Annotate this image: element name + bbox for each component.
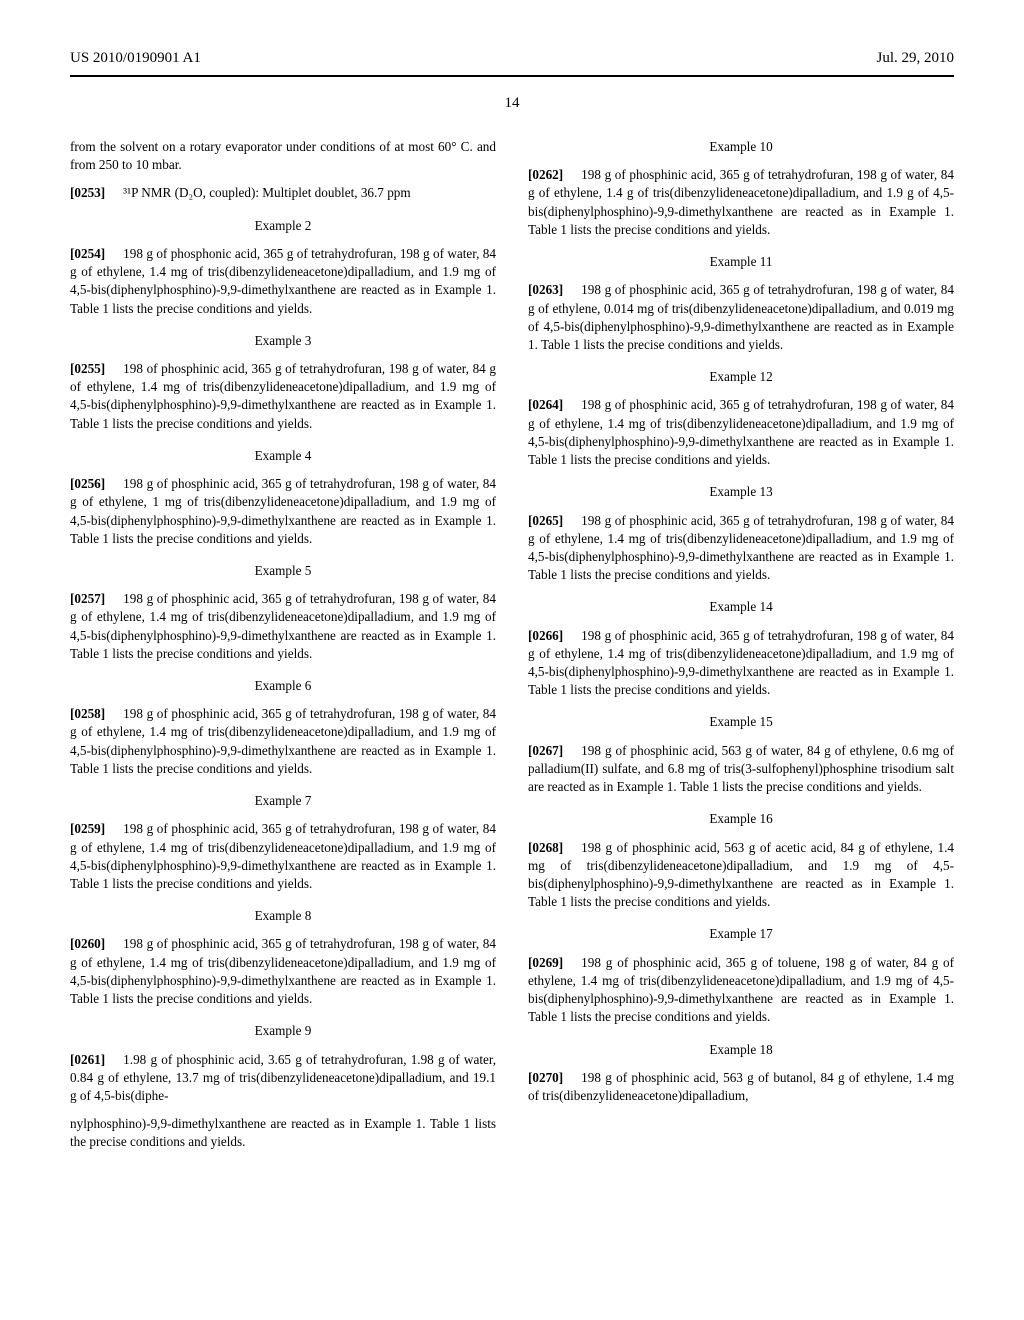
- body-text: 1.98 g of phosphinic acid, 3.65 g of tet…: [70, 1052, 496, 1103]
- para-number: [0253]: [70, 185, 105, 200]
- para-number: [0266]: [528, 628, 563, 643]
- body-text: 198 g of phosphinic acid, 365 g of tetra…: [528, 513, 954, 583]
- paragraph: [0256]198 g of phosphinic acid, 365 g of…: [70, 475, 496, 548]
- example-heading: Example 14: [528, 598, 954, 616]
- example-heading: Example 12: [528, 368, 954, 386]
- paragraph: from the solvent on a rotary evaporator …: [70, 138, 496, 174]
- paragraph: [0264]198 g of phosphinic acid, 365 g of…: [528, 396, 954, 469]
- paragraph: [0265]198 g of phosphinic acid, 365 g of…: [528, 512, 954, 585]
- header-rule: [70, 75, 954, 77]
- example-heading: Example 4: [70, 447, 496, 465]
- example-heading: Example 5: [70, 562, 496, 580]
- paragraph: [0267]198 g of phosphinic acid, 563 g of…: [528, 742, 954, 797]
- example-heading: Example 18: [528, 1041, 954, 1059]
- para-number: [0263]: [528, 282, 563, 297]
- para-number: [0265]: [528, 513, 563, 528]
- example-heading: Example 11: [528, 253, 954, 271]
- paragraph: [0268]198 g of phosphinic acid, 563 g of…: [528, 839, 954, 912]
- body-text: 198 g of phosphinic acid, 365 g of tolue…: [528, 955, 954, 1025]
- example-heading: Example 16: [528, 810, 954, 828]
- para-number: [0254]: [70, 246, 105, 261]
- example-heading: Example 9: [70, 1022, 496, 1040]
- paragraph: [0262]198 g of phosphinic acid, 365 g of…: [528, 166, 954, 239]
- body-text: 198 g of phosphinic acid, 563 g of aceti…: [528, 840, 954, 910]
- body-text: ³¹P NMR (D₂O, coupled): Multiplet double…: [123, 185, 410, 200]
- example-heading: Example 8: [70, 907, 496, 925]
- body-text: nylphosphino)-9,9-dimethylxanthene are r…: [70, 1116, 496, 1149]
- example-heading: Example 15: [528, 713, 954, 731]
- para-number: [0267]: [528, 743, 563, 758]
- para-number: [0261]: [70, 1052, 105, 1067]
- para-number: [0260]: [70, 936, 105, 951]
- para-number: [0256]: [70, 476, 105, 491]
- para-number: [0262]: [528, 167, 563, 182]
- paragraph: [0270]198 g of phosphinic acid, 563 g of…: [528, 1069, 954, 1105]
- example-heading: Example 17: [528, 925, 954, 943]
- example-heading: Example 7: [70, 792, 496, 810]
- paragraph: [0269]198 g of phosphinic acid, 365 g of…: [528, 954, 954, 1027]
- body-text: 198 g of phosphinic acid, 365 g of tetra…: [528, 282, 954, 352]
- para-number: [0264]: [528, 397, 563, 412]
- paragraph: [0261]1.98 g of phosphinic acid, 3.65 g …: [70, 1051, 496, 1106]
- patent-page: US 2010/0190901 A1 Jul. 29, 2010 14 from…: [0, 0, 1024, 1202]
- example-heading: Example 3: [70, 332, 496, 350]
- para-number: [0255]: [70, 361, 105, 376]
- para-number: [0268]: [528, 840, 563, 855]
- paragraph: [0258]198 g of phosphinic acid, 365 g of…: [70, 705, 496, 778]
- body-text: 198 g of phosphinic acid, 365 g of tetra…: [70, 821, 496, 891]
- example-heading: Example 2: [70, 217, 496, 235]
- body-text: 198 g of phosphinic acid, 563 g of butan…: [528, 1070, 954, 1103]
- paragraph: [0253] ³¹P NMR (D₂O, coupled): Multiplet …: [70, 184, 496, 202]
- para-number: [0257]: [70, 591, 105, 606]
- para-number: [0258]: [70, 706, 105, 721]
- body-text: 198 g of phosphinic acid, 563 g of water…: [528, 743, 954, 794]
- patent-date: Jul. 29, 2010: [876, 50, 954, 67]
- body-text: 198 g of phosphinic acid, 365 g of tetra…: [528, 397, 954, 467]
- para-number: [0269]: [528, 955, 563, 970]
- body-text: 198 g of phosphinic acid, 365 g of tetra…: [528, 628, 954, 698]
- body-text: 198 g of phosphinic acid, 365 g of tetra…: [70, 706, 496, 776]
- page-header: US 2010/0190901 A1 Jul. 29, 2010: [70, 50, 954, 67]
- body-text: 198 g of phosphonic acid, 365 g of tetra…: [70, 246, 496, 316]
- patent-number: US 2010/0190901 A1: [70, 50, 201, 67]
- two-column-body: from the solvent on a rotary evaporator …: [70, 138, 954, 1152]
- example-heading: Example 6: [70, 677, 496, 695]
- para-number: [0259]: [70, 821, 105, 836]
- paragraph: [0257]198 g of phosphinic acid, 365 g of…: [70, 590, 496, 663]
- example-heading: Example 13: [528, 483, 954, 501]
- example-heading: Example 10: [528, 138, 954, 156]
- body-text: from the solvent on a rotary evaporator …: [70, 139, 496, 172]
- paragraph: [0263]198 g of phosphinic acid, 365 g of…: [528, 281, 954, 354]
- body-text: 198 g of phosphinic acid, 365 g of tetra…: [70, 936, 496, 1006]
- paragraph: [0254]198 g of phosphonic acid, 365 g of…: [70, 245, 496, 318]
- body-text: 198 g of phosphinic acid, 365 g of tetra…: [70, 591, 496, 661]
- para-number: [0270]: [528, 1070, 563, 1085]
- paragraph: nylphosphino)-9,9-dimethylxanthene are r…: [70, 1115, 496, 1151]
- paragraph: [0266]198 g of phosphinic acid, 365 g of…: [528, 627, 954, 700]
- body-text: 198 g of phosphinic acid, 365 g of tetra…: [528, 167, 954, 237]
- page-number: 14: [70, 95, 954, 112]
- paragraph: [0255]198 of phosphinic acid, 365 g of t…: [70, 360, 496, 433]
- paragraph: [0259]198 g of phosphinic acid, 365 g of…: [70, 820, 496, 893]
- body-text: 198 of phosphinic acid, 365 g of tetrahy…: [70, 361, 496, 431]
- body-text: 198 g of phosphinic acid, 365 g of tetra…: [70, 476, 496, 546]
- paragraph: [0260]198 g of phosphinic acid, 365 g of…: [70, 935, 496, 1008]
